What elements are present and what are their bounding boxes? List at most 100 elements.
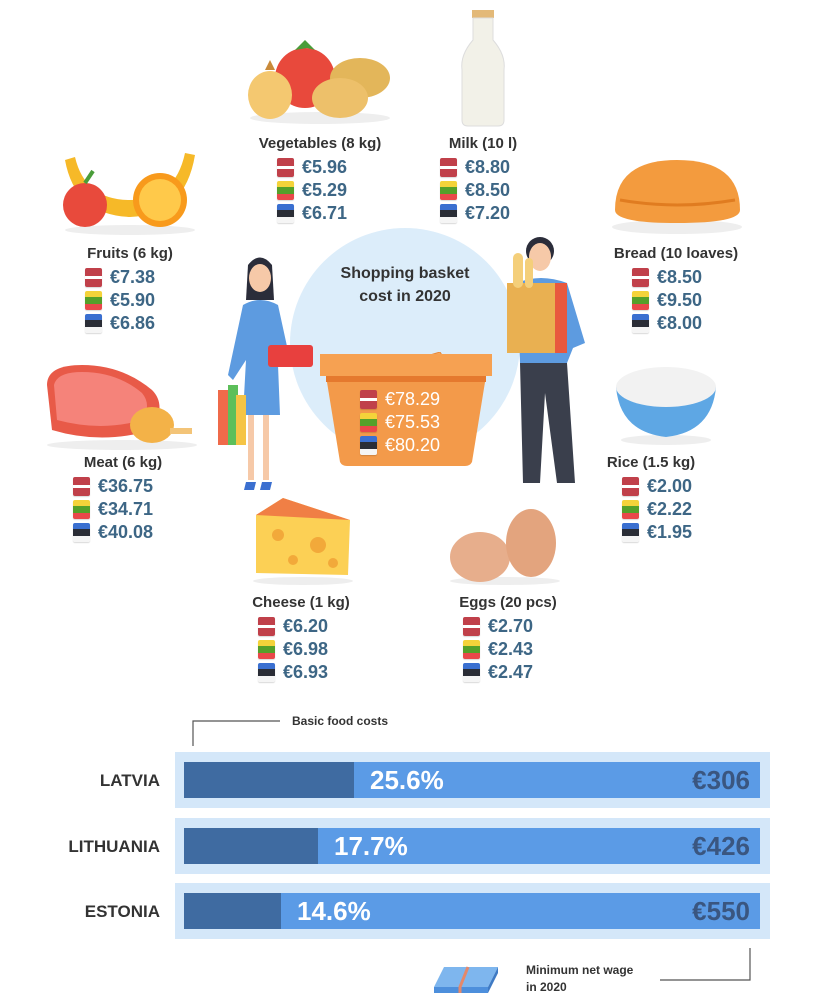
eggs-price-estonia: €2.47 xyxy=(488,662,534,682)
latvia-flag-icon xyxy=(463,617,480,636)
estonia-flag-icon xyxy=(258,663,275,682)
lithuania-flag-icon xyxy=(440,181,457,200)
cheese-icon xyxy=(253,498,353,585)
milk-price-lithuania: €8.50 xyxy=(465,180,511,200)
country-label: LATVIA xyxy=(99,771,160,790)
wage-leader-line xyxy=(660,948,751,981)
rice-bowl-icon xyxy=(616,367,716,445)
wage-value: €426 xyxy=(692,831,750,861)
cheese-price-estonia: €6.93 xyxy=(283,662,329,682)
vegetables-prices: €5.96 €5.29 €6.71 xyxy=(277,156,347,225)
latvia-flag-icon xyxy=(277,158,294,177)
eggs-price-lithuania: €2.43 xyxy=(488,639,534,659)
bread-price-estonia: €8.00 xyxy=(657,313,703,333)
vegetables-icon xyxy=(248,40,390,124)
cheese-prices: €6.20 €6.98 €6.93 xyxy=(258,615,328,684)
wage-note: Minimum net wage in 2020 xyxy=(526,962,633,996)
rice-label: Rice (1.5 kg) xyxy=(606,454,696,471)
fruits-price-lithuania: €5.90 xyxy=(110,290,156,310)
fruits-price-latvia: €7.38 xyxy=(110,267,156,287)
lithuania-flag-icon xyxy=(360,413,377,432)
lithuania-flag-icon xyxy=(258,640,275,659)
bread-label: Bread (10 loaves) xyxy=(613,245,739,262)
basket-price-latvia: €78.29 xyxy=(385,389,441,409)
vegetables-label: Vegetables (8 kg) xyxy=(258,135,382,152)
cheese-label: Cheese (1 kg) xyxy=(252,594,350,611)
wage-bar: 17.7% €426 xyxy=(184,828,760,864)
cheese-price-lithuania: €6.98 xyxy=(283,639,329,659)
basket-price-lithuania: €75.53 xyxy=(385,412,441,432)
bread-prices: €8.50 €9.50 €8.00 xyxy=(632,266,702,335)
latvia-flag-icon xyxy=(440,158,457,177)
man-shopper-icon xyxy=(507,237,585,483)
latvia-flag-icon xyxy=(622,477,639,496)
basket-price-estonia: €80.20 xyxy=(385,435,441,455)
fruits-icon xyxy=(63,153,195,235)
meat-price-estonia: €40.08 xyxy=(98,522,154,542)
wage-note-line1: Minimum net wage xyxy=(526,963,634,977)
fruits-prices: €7.38 €5.90 €6.86 xyxy=(85,266,155,335)
eggs-label: Eggs (20 pcs) xyxy=(459,594,557,611)
lithuania-flag-icon xyxy=(622,500,639,519)
milk-prices: €8.80 €8.50 €7.20 xyxy=(440,156,510,225)
wage-bar: 25.6% €306 xyxy=(184,762,760,798)
basket-title: Shopping basket cost in 2020 xyxy=(340,265,470,305)
food-cost-bar xyxy=(184,893,281,929)
estonia-flag-icon xyxy=(440,204,457,223)
lithuania-flag-icon xyxy=(85,291,102,310)
cheese-price-latvia: €6.20 xyxy=(283,616,329,636)
woman-shopper-icon xyxy=(218,257,313,490)
milk-price-estonia: €7.20 xyxy=(465,203,511,223)
food-cost-percent: 14.6% xyxy=(297,896,371,926)
bar-row-latvia: 25.6% €306 xyxy=(175,752,770,808)
food-costs-leader-line xyxy=(192,720,280,746)
bread-price-latvia: €8.50 xyxy=(657,267,703,287)
wage-note-line2: in 2020 xyxy=(526,980,567,994)
food-costs-note: Basic food costs xyxy=(292,714,389,728)
estonia-flag-icon xyxy=(73,523,90,542)
lithuania-flag-icon xyxy=(73,500,90,519)
meat-icon xyxy=(47,365,197,450)
fruits-price-estonia: €6.86 xyxy=(110,313,156,333)
country-label: LITHUANIA xyxy=(68,837,160,856)
food-cost-percent: 17.7% xyxy=(334,831,408,861)
eggs-icon xyxy=(450,509,560,585)
latvia-flag-icon xyxy=(73,477,90,496)
meat-price-latvia: €36.75 xyxy=(98,476,154,496)
money-stack-icon xyxy=(434,966,498,993)
estonia-flag-icon xyxy=(632,314,649,333)
bar-row-lithuania: 17.7% €426 xyxy=(175,818,770,874)
vegetables-price-lithuania: €5.29 xyxy=(302,180,348,200)
meat-price-lithuania: €34.71 xyxy=(98,499,154,519)
latvia-flag-icon xyxy=(360,390,377,409)
milk-bottle-icon xyxy=(461,10,505,127)
rice-price-latvia: €2.00 xyxy=(647,476,693,496)
vegetables-price-estonia: €6.71 xyxy=(302,203,348,223)
wage-bar: 14.6% €550 xyxy=(184,893,760,929)
eggs-prices: €2.70 €2.43 €2.47 xyxy=(463,615,533,684)
wage-value: €550 xyxy=(692,896,750,926)
country-label: ESTONIA xyxy=(84,902,160,921)
food-cost-bar xyxy=(184,828,318,864)
rice-prices: €2.00 €2.22 €1.95 xyxy=(622,475,692,544)
latvia-flag-icon xyxy=(85,268,102,287)
meat-prices: €36.75 €34.71 €40.08 xyxy=(73,475,153,544)
lithuania-flag-icon xyxy=(277,181,294,200)
latvia-flag-icon xyxy=(258,617,275,636)
food-cost-percent: 25.6% xyxy=(370,765,444,795)
basket-prices: €78.29 €75.53 €80.20 xyxy=(360,388,440,457)
estonia-flag-icon xyxy=(463,663,480,682)
eggs-price-latvia: €2.70 xyxy=(488,616,534,636)
meat-label: Meat (6 kg) xyxy=(83,454,163,471)
lithuania-flag-icon xyxy=(632,291,649,310)
bread-price-lithuania: €9.50 xyxy=(657,290,703,310)
milk-label: Milk (10 l) xyxy=(448,135,518,152)
lithuania-flag-icon xyxy=(463,640,480,659)
milk-price-latvia: €8.80 xyxy=(465,157,511,177)
bread-icon xyxy=(612,160,742,234)
latvia-flag-icon xyxy=(632,268,649,287)
rice-price-estonia: €1.95 xyxy=(647,522,693,542)
estonia-flag-icon xyxy=(622,523,639,542)
rice-price-lithuania: €2.22 xyxy=(647,499,693,519)
food-cost-bar xyxy=(184,762,354,798)
